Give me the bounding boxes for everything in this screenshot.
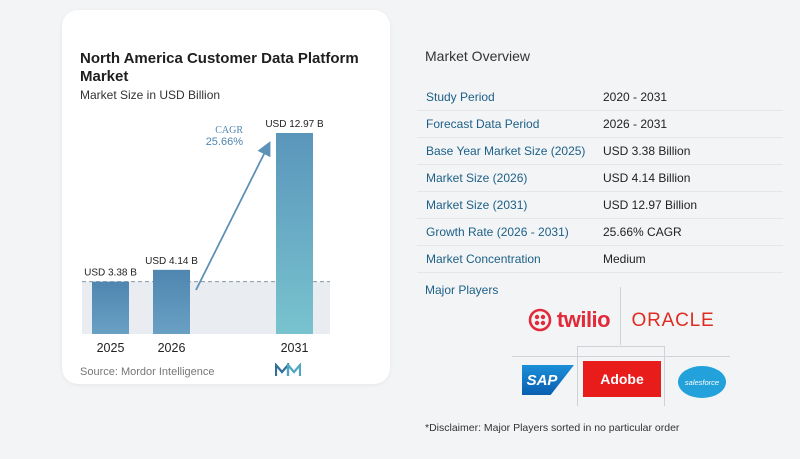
salesforce-logo-text: salesforce [684,377,720,387]
cagr-arrow [195,141,271,291]
overview-title: Market Overview [425,48,531,64]
data-label-2031: USD 12.97 B [265,119,324,130]
overview-value: USD 12.97 Billion [603,198,698,212]
twilio-icon [528,308,552,332]
logo-divider [512,356,730,357]
data-label-2025: USD 3.38 B [84,268,137,279]
bar-2025 [92,281,129,334]
overview-table: Study Period 2020 - 2031 Forecast Data P… [417,84,783,273]
bar-2026 [153,269,190,334]
overview-row: Market Size (2026) USD 4.14 Billion [417,165,783,192]
bar-2031 [276,133,313,334]
overview-value: Medium [603,252,646,266]
overview-value: 25.66% CAGR [603,225,682,239]
overview-label: Market Size (2031) [426,198,528,212]
mordor-logo-icon [275,363,301,376]
overview-label: Market Concentration [426,252,541,266]
logo-divider [620,287,621,345]
twilio-logo: twilio [524,303,614,337]
overview-row: Study Period 2020 - 2031 [417,84,783,111]
logo-divider [577,346,665,347]
overview-row: Market Size (2031) USD 12.97 Billion [417,192,783,219]
overview-label: Market Size (2026) [426,171,528,185]
bar-chart: USD 3.38 B 2025 USD 4.14 B 2026 USD 12.97 B 2… [82,119,330,355]
overview-row: Market Concentration Medium [417,246,783,273]
oracle-logo: ORACLE [625,306,721,336]
sap-logo: SAP [522,365,574,395]
adobe-logo: Adobe [583,361,661,397]
source-text: Source: Mordor Intelligence [80,366,215,378]
overview-label: Growth Rate (2026 - 2031) [426,225,569,239]
overview-value: USD 4.14 Billion [603,171,691,185]
cagr-label: CAGR [215,125,243,136]
overview-row: Base Year Market Size (2025) USD 3.38 Bi… [417,138,783,165]
overview-value: 2020 - 2031 [603,90,668,104]
data-label-2026: USD 4.14 B [145,256,198,267]
x-tick-2026: 2026 [158,341,186,355]
disclaimer-text: *Disclaimer: Major Players sorted in no … [425,422,680,434]
overview-label: Forecast Data Period [426,117,540,131]
salesforce-logo: salesforce [678,366,726,398]
overview-value: 2026 - 2031 [603,117,668,131]
chart-title: North America Customer Data Platform Mar… [80,50,359,85]
oracle-logo-text: ORACLE [631,310,715,331]
overview-value: USD 3.38 Billion [603,144,691,158]
twilio-logo-text: twilio [556,307,611,332]
major-players-title: Major Players [425,283,499,297]
overview-row: Growth Rate (2026 - 2031) 25.66% CAGR [417,219,783,246]
chart-subtitle: Market Size in USD Billion [80,88,221,102]
adobe-logo-text: Adobe [600,371,644,387]
overview-row: Forecast Data Period 2026 - 2031 [417,111,783,138]
logo-divider [664,346,665,406]
overview-label: Base Year Market Size (2025) [426,144,586,158]
x-tick-2025: 2025 [97,341,125,355]
overview-label: Study Period [426,90,495,104]
x-tick-2031: 2031 [281,341,309,355]
logo-divider [577,346,578,406]
sap-logo-text: SAP [526,371,558,389]
cagr-value: 25.66% [206,136,244,148]
